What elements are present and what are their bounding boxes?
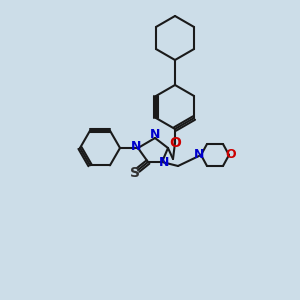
Text: N: N	[150, 128, 160, 142]
Text: O: O	[226, 148, 236, 160]
Text: N: N	[159, 157, 169, 169]
Text: O: O	[169, 136, 181, 150]
Text: N: N	[194, 148, 204, 160]
Text: S: S	[130, 166, 140, 180]
Text: N: N	[131, 140, 141, 154]
